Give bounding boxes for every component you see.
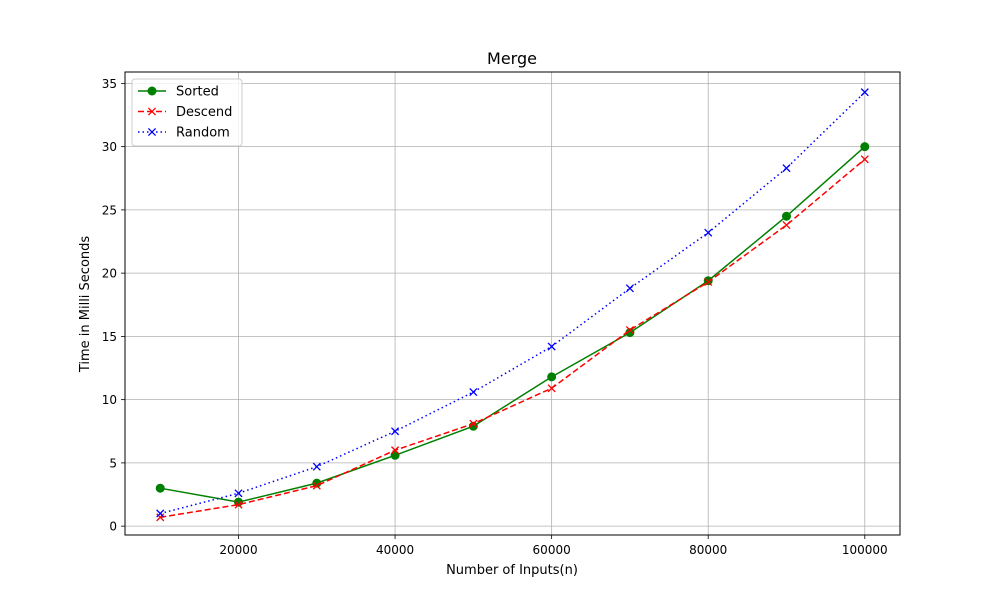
legend: Sorted Descend Random: [131, 78, 243, 147]
data-point: [391, 427, 400, 436]
x-tick-label: 40000: [376, 543, 414, 557]
data-point: [156, 509, 165, 518]
data-point: [469, 387, 478, 397]
x-tick-label: 60000: [533, 543, 571, 557]
y-tick-label: 15: [102, 330, 117, 344]
data-point: [234, 489, 243, 498]
data-point: [547, 342, 556, 351]
legend-box: [131, 78, 243, 147]
x-tick-label: 100000: [842, 543, 888, 557]
series-layer: [155, 88, 870, 522]
data-point: [625, 326, 634, 335]
x-tick-label: 20000: [219, 543, 257, 557]
data-point: [782, 221, 791, 230]
y-axis-label: Time in Milli Seconds: [78, 236, 93, 374]
y-tick-label: 30: [102, 140, 117, 154]
data-point: [156, 513, 165, 522]
y-tick-label: 25: [102, 203, 117, 217]
x-tick-label: 80000: [689, 543, 727, 557]
legend-marker: [147, 107, 157, 116]
legend-item: Sorted: [138, 85, 219, 100]
series-descend: [156, 155, 869, 522]
data-point: [547, 384, 556, 393]
legend-marker: [147, 86, 157, 96]
series-line: [160, 146, 866, 503]
x-axis: 20000 40000 60000 80000 100000: [219, 535, 888, 557]
y-tick-label: 20: [102, 267, 117, 281]
data-point: [234, 500, 243, 509]
legend-item: Random: [138, 126, 230, 141]
legend-label: Sorted: [176, 85, 219, 100]
data-point: [155, 483, 165, 493]
data-point: [860, 142, 870, 152]
series-line: [160, 91, 866, 515]
series-line: [160, 158, 866, 519]
y-axis: 0 5 10 15 20 25 30 35: [102, 77, 125, 534]
legend-label: Random: [176, 126, 230, 141]
data-point: [704, 277, 713, 287]
legend-label: Descend: [176, 105, 232, 120]
data-point: [704, 228, 713, 237]
y-tick-label: 35: [102, 77, 117, 91]
grid: [125, 72, 900, 535]
series-random: [156, 88, 869, 518]
legend-item: Descend: [138, 105, 232, 120]
plot-frame: [124, 71, 901, 536]
legend-marker: [147, 127, 157, 137]
data-point: [312, 481, 321, 490]
y-tick-label: 5: [109, 456, 117, 470]
y-tick-label: 0: [109, 520, 117, 534]
data-point: [391, 446, 400, 455]
data-point: [782, 164, 791, 173]
data-point: [625, 284, 634, 293]
chart-title: Merge: [487, 49, 537, 68]
data-point: [547, 372, 557, 382]
data-point: [860, 88, 869, 97]
data-point: [312, 462, 321, 471]
data-point: [781, 211, 791, 221]
data-point: [703, 276, 713, 286]
series-sorted: [155, 142, 870, 507]
data-point: [860, 155, 869, 164]
data-point: [469, 419, 478, 428]
y-tick-label: 10: [102, 393, 117, 407]
x-axis-label: Number of Inputs(n): [446, 563, 578, 578]
data-point: [390, 450, 400, 460]
